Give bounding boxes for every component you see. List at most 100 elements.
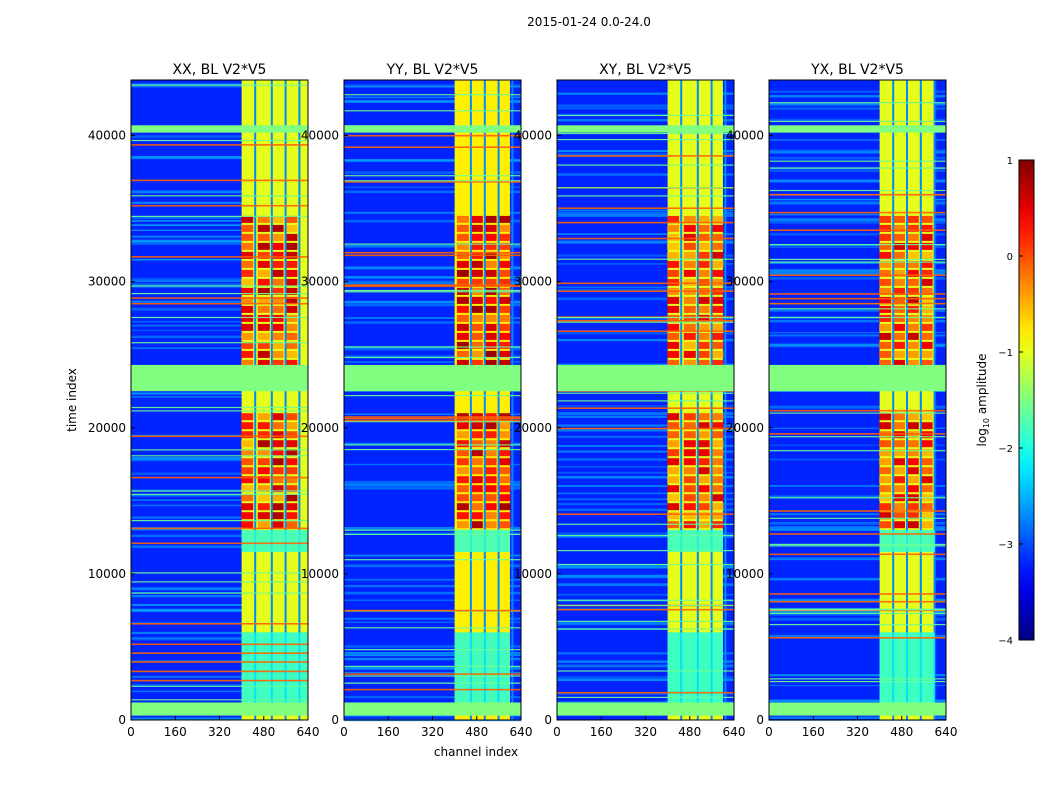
amplitude-band	[667, 80, 723, 720]
amplitude-blob	[697, 467, 710, 475]
amplitude-blob	[879, 278, 892, 286]
amplitude-blob	[257, 449, 270, 457]
rfi-line	[557, 316, 734, 319]
amplitude-blob	[470, 323, 483, 331]
noise-row	[344, 527, 521, 530]
amplitude-blob	[498, 521, 511, 529]
noise-row	[557, 652, 734, 655]
amplitude-blob	[893, 233, 905, 241]
noise-row	[557, 214, 734, 217]
amplitude-blob	[879, 476, 892, 484]
amplitude-blob	[879, 260, 892, 268]
amplitude-blob	[285, 440, 298, 448]
noise-row	[769, 218, 946, 221]
noise-row	[769, 617, 946, 621]
amplitude-blob	[470, 224, 483, 232]
amplitude-blob	[456, 233, 469, 241]
amplitude-blob	[470, 341, 483, 349]
amplitude-blob	[470, 440, 483, 448]
channel-stripe	[919, 80, 922, 720]
amplitude-blob	[683, 485, 696, 493]
panel-2: YY, BL V2*V5 0 160 320 480 640 0 10000 20000 3000…	[301, 62, 533, 739]
rfi-line	[344, 291, 521, 293]
noise-row	[131, 604, 308, 606]
rfi-line	[557, 400, 734, 402]
channel-stripe	[284, 80, 287, 720]
rfi-line	[557, 696, 734, 698]
noise-row	[344, 671, 521, 673]
rfi-line	[131, 542, 308, 545]
amplitude-blob	[667, 224, 680, 232]
noise-row	[557, 450, 734, 453]
rfi-line	[131, 527, 308, 530]
channel-stripe	[511, 80, 514, 720]
amplitude-blob	[879, 422, 892, 430]
rfi-line	[769, 612, 946, 614]
channel-stripe	[892, 80, 895, 720]
amplitude-blob	[241, 512, 254, 520]
noise-row	[344, 555, 521, 557]
amplitude-blob	[241, 305, 254, 313]
noise-row	[557, 466, 734, 468]
rfi-line	[557, 282, 734, 285]
amplitude-blob	[683, 467, 696, 475]
amplitude-blob	[711, 485, 724, 493]
rfi-line	[344, 417, 521, 420]
noise-row	[131, 396, 308, 398]
rfi-line	[769, 167, 946, 169]
amplitude-blob	[285, 476, 298, 484]
noise-row	[131, 347, 308, 349]
amplitude-blob	[711, 341, 724, 349]
amplitude-blob	[711, 350, 724, 358]
noise-row	[131, 283, 308, 286]
flagged-rows	[769, 364, 946, 392]
rfi-line	[557, 550, 734, 552]
amplitude-blob	[271, 467, 284, 475]
amplitude-blob	[484, 449, 497, 457]
rfi-line	[344, 134, 521, 137]
amplitude-blob	[241, 287, 254, 295]
rfi-line	[131, 256, 308, 258]
rfi-line	[557, 670, 734, 672]
noise-row	[131, 595, 308, 597]
noise-row	[344, 347, 521, 351]
amplitude-blob	[456, 521, 469, 529]
noise-row	[769, 522, 946, 525]
amplitude-blob	[920, 512, 933, 520]
amplitude-blob	[498, 467, 511, 475]
amplitude-blob	[906, 341, 919, 349]
amplitude-blob	[920, 485, 933, 493]
rfi-line	[557, 155, 734, 157]
amplitude-blob	[271, 341, 284, 349]
amplitude-blob	[920, 467, 933, 475]
amplitude-blob	[683, 332, 696, 340]
rfi-line	[131, 215, 308, 217]
amplitude-blob	[241, 314, 254, 322]
amplitude-blob	[257, 350, 270, 358]
rfi-line	[131, 581, 308, 583]
noise-row	[769, 427, 946, 429]
amplitude-blob	[257, 431, 270, 439]
amplitude-blob	[667, 278, 680, 286]
amplitude-blob	[697, 278, 710, 286]
amplitude-blob	[920, 233, 933, 241]
amplitude-band	[454, 80, 510, 720]
x-tick-label: 640	[935, 725, 958, 739]
x-tick-label: 160	[802, 725, 825, 739]
noise-row	[131, 224, 308, 227]
noise-row	[557, 567, 734, 569]
amplitude-blob	[893, 359, 905, 367]
noise-row	[344, 654, 521, 657]
rfi-line	[344, 682, 521, 684]
channel-stripe	[696, 80, 699, 720]
channel-stripe	[710, 80, 713, 720]
rfi-line	[557, 407, 734, 409]
amplitude-blob	[711, 413, 724, 421]
amplitude-blob	[879, 467, 892, 475]
noise-row	[557, 576, 734, 579]
flagged-rows	[769, 702, 946, 716]
rfi-line	[131, 293, 308, 295]
amplitude-blob	[879, 242, 892, 250]
amplitude-blob	[683, 413, 696, 421]
flagged-rows	[557, 125, 734, 133]
